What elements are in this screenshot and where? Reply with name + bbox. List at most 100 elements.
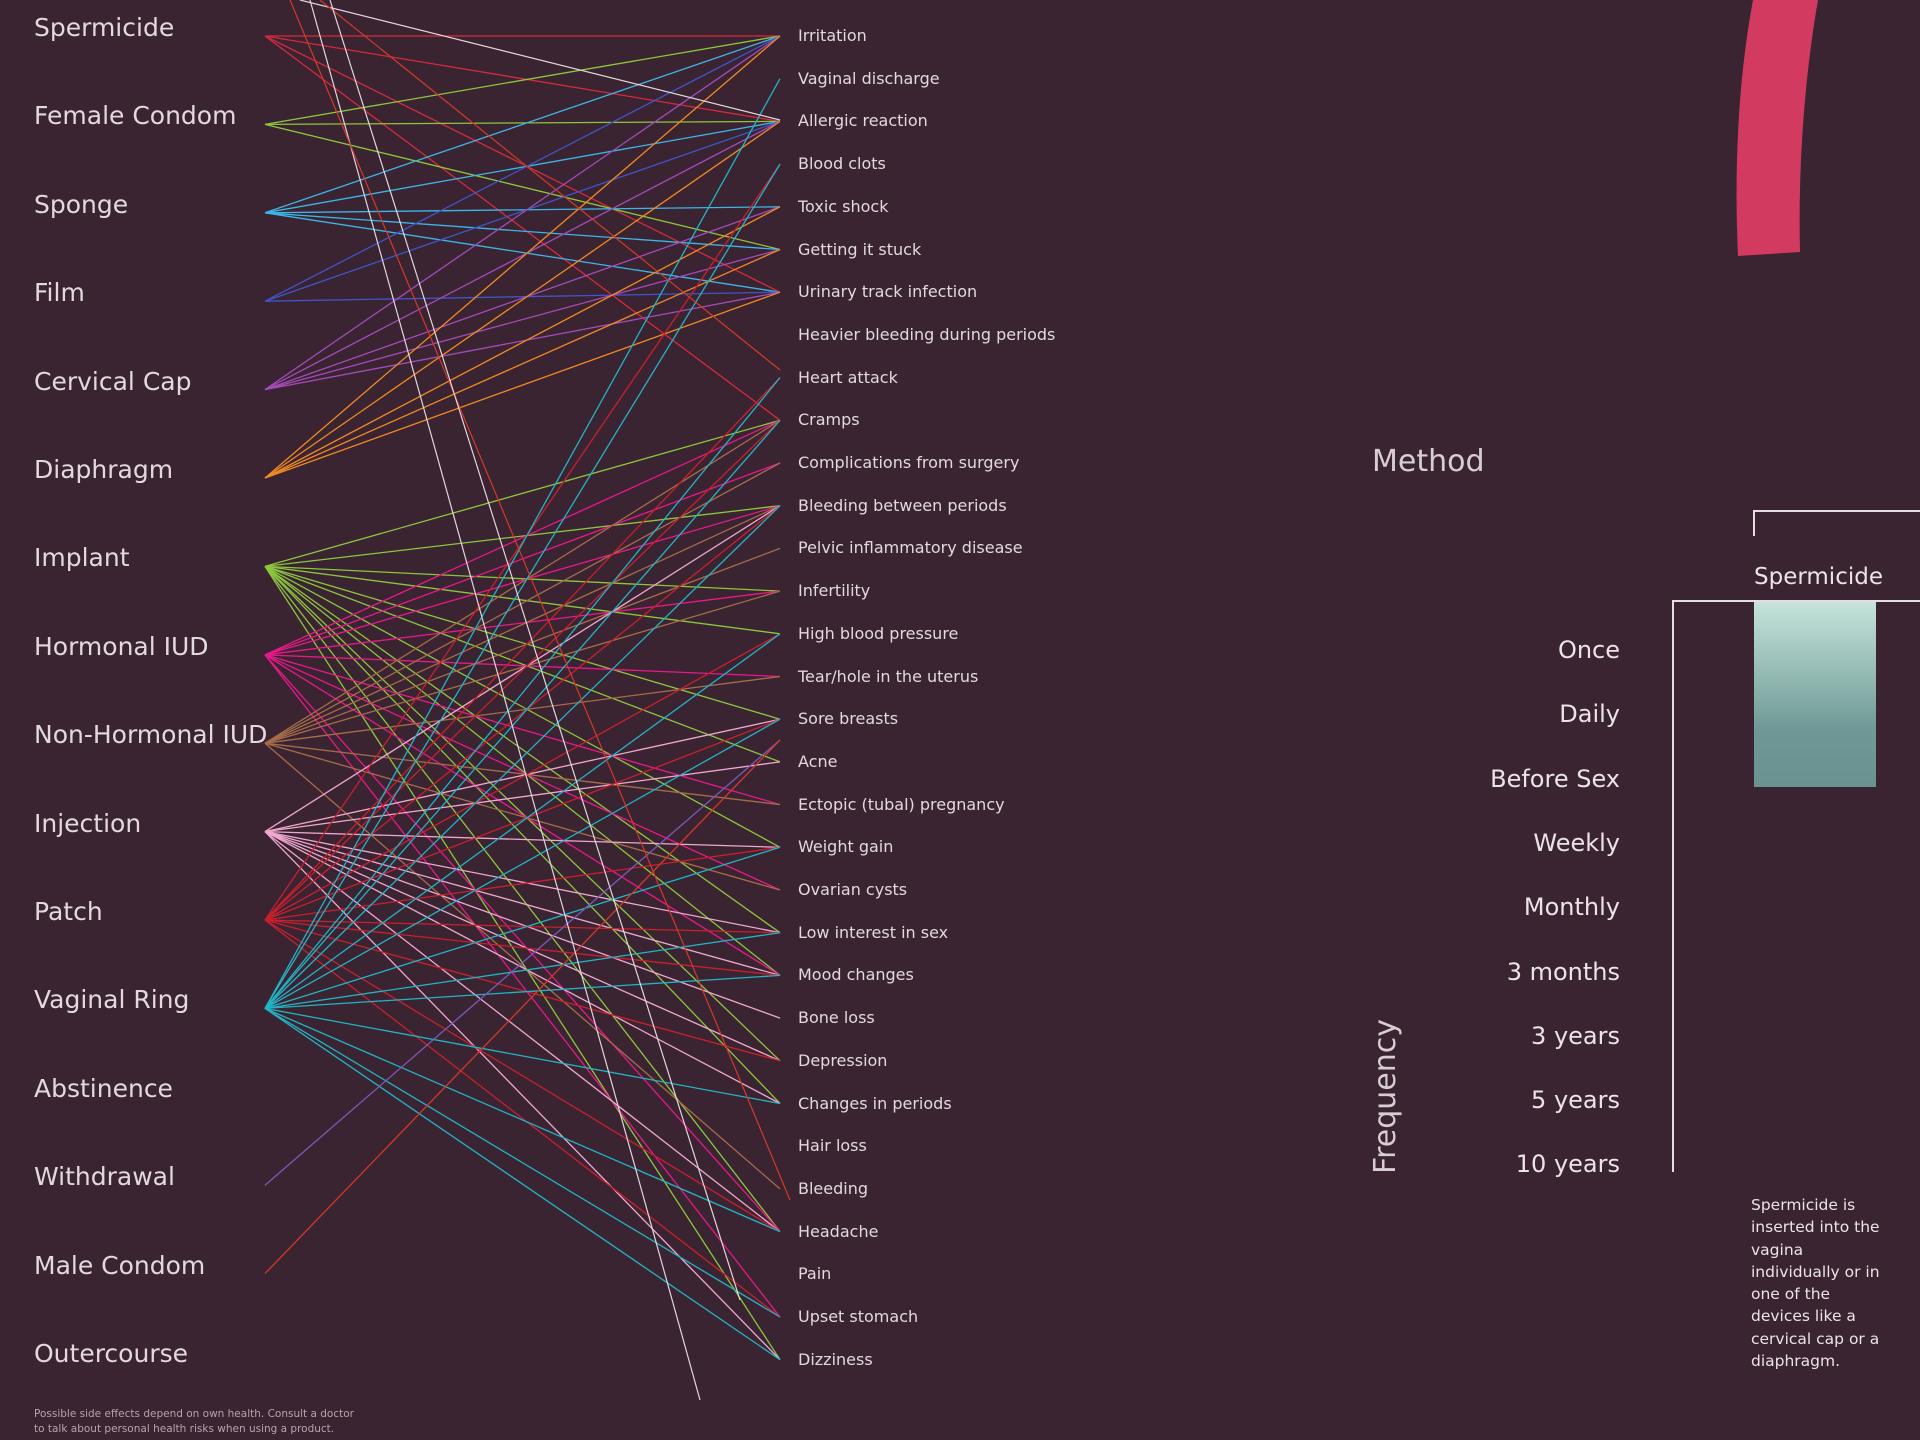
link-line <box>264 565 781 720</box>
link-line <box>264 212 781 293</box>
side-effect-label[interactable]: Upset stomach <box>798 1307 919 1326</box>
side-effect-label[interactable]: Cramps <box>798 410 860 430</box>
frequency-label[interactable]: Monthly <box>1523 893 1620 922</box>
link-line <box>264 1007 781 1233</box>
link-line <box>264 739 781 1275</box>
link-line <box>264 78 781 1009</box>
link-line <box>264 206 781 479</box>
side-effect-label[interactable]: Blood clots <box>798 154 886 174</box>
link-line <box>264 120 781 126</box>
link-line <box>264 248 781 479</box>
method-label[interactable]: Injection <box>34 808 142 838</box>
link-line <box>264 919 781 934</box>
link-line <box>264 830 781 1019</box>
side-effect-label[interactable]: Sore breasts <box>798 709 899 729</box>
side-effect-label[interactable]: Heavier bleeding during periods <box>798 324 1056 344</box>
side-effect-label[interactable]: High blood pressure <box>798 623 959 643</box>
side-effect-label[interactable]: Getting it stuck <box>798 239 922 259</box>
side-effect-label[interactable]: Bone loss <box>798 1008 875 1028</box>
link-line <box>264 846 781 1010</box>
method-label[interactable]: Outercourse <box>34 1339 189 1368</box>
link-line <box>264 830 781 934</box>
link-line <box>264 1007 781 1361</box>
side-effect-label[interactable]: Irritation <box>798 26 867 45</box>
link-line <box>264 742 781 806</box>
link-line <box>264 718 781 1009</box>
link-line <box>264 654 781 891</box>
footnote: Possible side effects depend on own heal… <box>34 1408 354 1435</box>
frequency-label[interactable]: 5 years <box>1531 1086 1620 1115</box>
side-effect-label[interactable]: Allergic reaction <box>798 111 928 131</box>
link-line <box>299 0 781 121</box>
link-line <box>264 291 781 302</box>
method-label[interactable]: Film <box>34 278 85 308</box>
side-effect-label[interactable]: Mood changes <box>798 965 914 985</box>
method-label[interactable]: Cervical Cap <box>34 366 192 396</box>
side-effect-label[interactable]: Dizziness <box>798 1349 873 1369</box>
link-line <box>264 35 781 479</box>
link-line <box>264 742 781 1190</box>
link-line <box>264 846 781 921</box>
link-line <box>264 654 781 976</box>
link-line <box>264 974 781 1010</box>
method-title: Method <box>1372 444 1485 479</box>
frequency-label[interactable]: 3 years <box>1531 1021 1620 1050</box>
link-line <box>264 654 781 1233</box>
link-line <box>264 505 781 568</box>
side-effect-label[interactable]: Tear/hole in the uterus <box>798 666 979 686</box>
link-line <box>264 505 781 656</box>
method-label[interactable]: Male Condom <box>34 1250 206 1280</box>
side-effect-label[interactable]: Toxic shock <box>798 196 889 216</box>
method-label[interactable]: Non-Hormonal IUD <box>34 720 268 750</box>
link-line <box>264 831 781 1233</box>
frequency-label[interactable]: 10 years <box>1515 1150 1620 1179</box>
frequency-label[interactable]: 3 months <box>1506 957 1620 986</box>
link-line <box>264 377 781 1009</box>
frequency-label[interactable]: Before Sex <box>1490 764 1620 793</box>
side-effect-label[interactable]: Weight gain <box>798 837 894 857</box>
method-label[interactable]: Implant <box>34 543 130 573</box>
side-effect-label[interactable]: Depression <box>798 1050 888 1070</box>
link-line <box>329 0 741 1301</box>
side-effect-label[interactable]: Acne <box>798 751 838 771</box>
method-label[interactable]: Spermicide <box>34 13 175 42</box>
link-line <box>264 212 781 251</box>
frequency-label[interactable]: Daily <box>1559 700 1620 729</box>
method-label[interactable]: Abstinence <box>34 1073 173 1103</box>
side-effect-label[interactable]: Low interest in sex <box>798 922 949 942</box>
link-line <box>264 830 781 977</box>
link-line <box>264 565 781 1104</box>
side-effect-label[interactable]: Bleeding between periods <box>798 495 1007 515</box>
side-effect-label[interactable]: Vaginal discharge <box>798 68 940 88</box>
side-effect-label[interactable]: Urinary track infection <box>798 282 978 302</box>
side-effect-label[interactable]: Pelvic inflammatory disease <box>798 538 1023 558</box>
frequency-label[interactable]: Once <box>1557 636 1620 664</box>
method-label[interactable]: Patch <box>34 897 103 926</box>
side-effect-label[interactable]: Headache <box>798 1221 879 1241</box>
method-label[interactable]: Hormonal IUD <box>34 631 209 661</box>
method-label[interactable]: Female Condom <box>34 101 237 131</box>
link-line <box>264 35 781 214</box>
side-effect-label[interactable]: Complications from surgery <box>798 453 1020 472</box>
side-effect-label[interactable]: Ovarian cysts <box>798 880 908 899</box>
side-effect-label[interactable]: Changes in periods <box>798 1093 952 1113</box>
side-effect-label[interactable]: Bleeding <box>798 1178 869 1198</box>
method-label[interactable]: Withdrawal <box>34 1162 175 1192</box>
method-label[interactable]: Vaginal Ring <box>34 985 190 1015</box>
side-effect-label[interactable]: Heart attack <box>798 367 898 387</box>
link-line <box>264 718 781 921</box>
arc-shape <box>1736 0 1818 256</box>
side-effect-label[interactable]: Infertility <box>798 581 871 601</box>
side-effect-label[interactable]: Pain <box>798 1264 832 1284</box>
side-effect-label[interactable]: Hair loss <box>798 1136 867 1156</box>
link-line <box>264 35 781 123</box>
side-effect-label[interactable]: Ectopic (tubal) pregnancy <box>798 794 1005 814</box>
frequency-label[interactable]: Weekly <box>1533 828 1620 857</box>
link-line <box>264 163 781 1009</box>
method-label[interactable]: Diaphragm <box>34 455 174 484</box>
method-label[interactable]: Sponge <box>34 189 129 219</box>
link-line <box>264 120 781 214</box>
method-bracket <box>1753 510 1920 536</box>
link-line <box>264 248 781 391</box>
link-line <box>264 377 781 921</box>
